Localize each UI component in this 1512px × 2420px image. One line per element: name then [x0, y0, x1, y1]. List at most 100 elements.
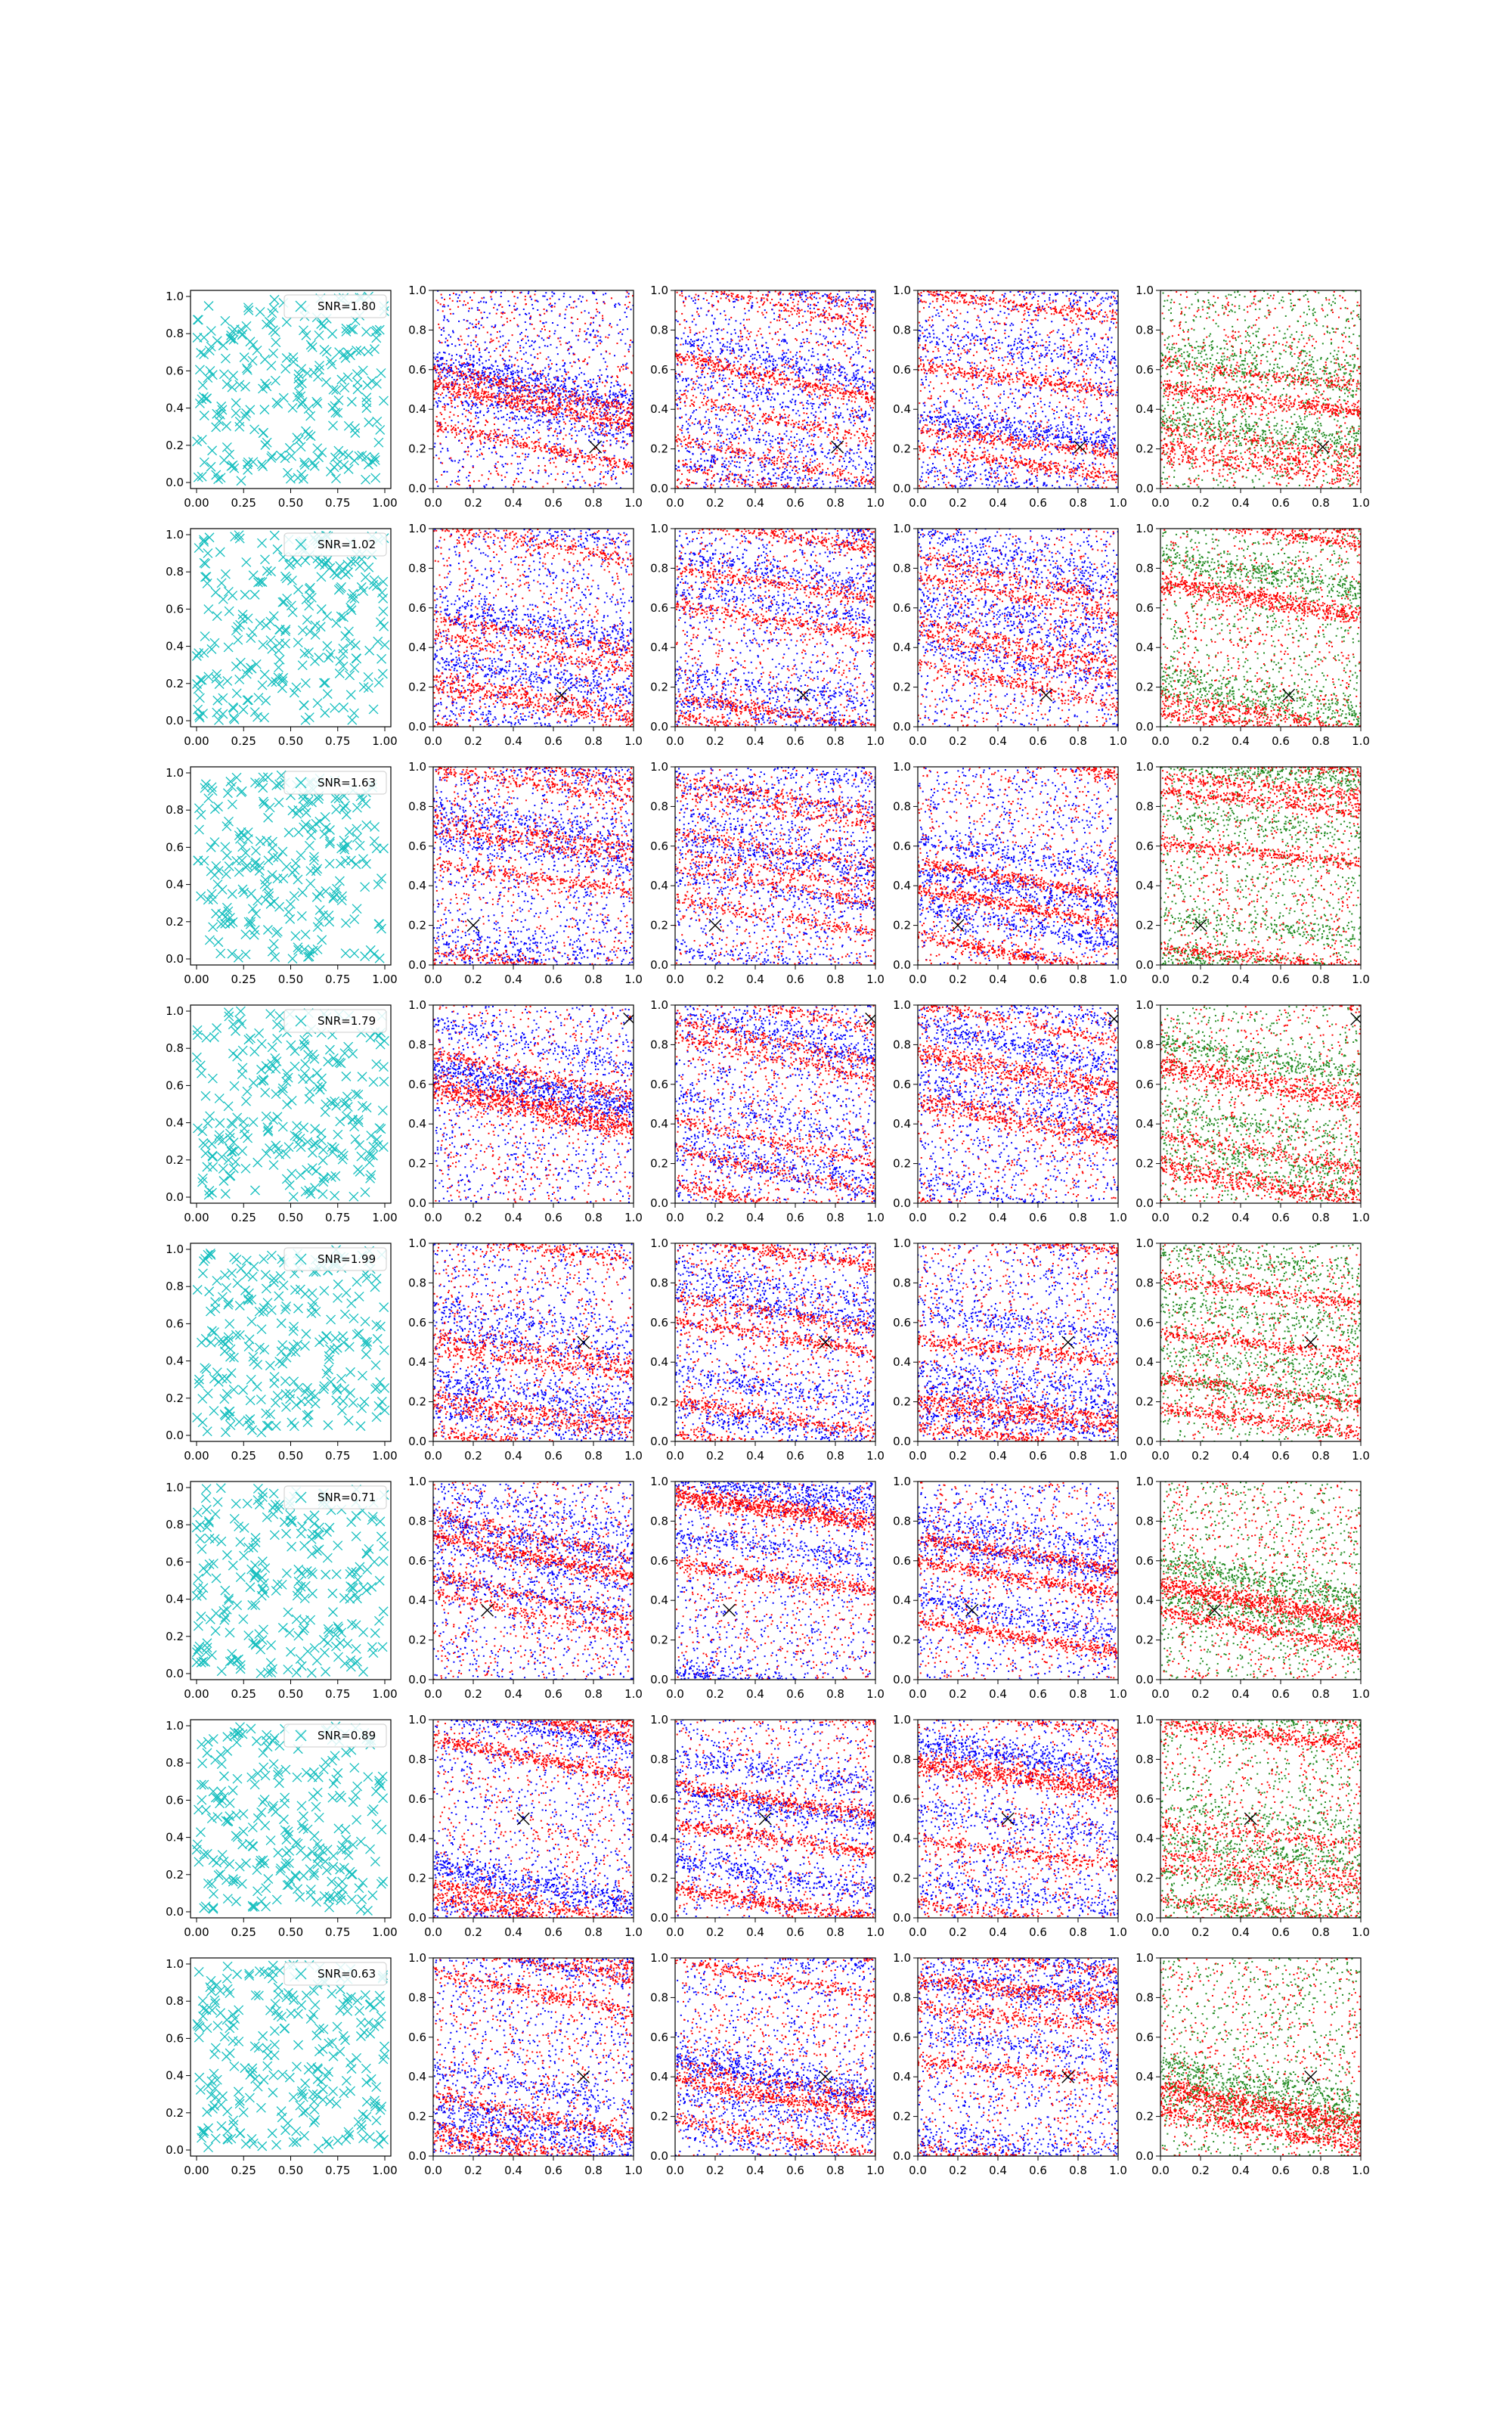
data-point [525, 361, 526, 362]
data-point [441, 342, 442, 343]
data-point [789, 383, 791, 385]
data-point [590, 432, 592, 433]
data-point [690, 467, 692, 468]
data-point [476, 396, 477, 398]
data-point [476, 383, 477, 385]
data-point [449, 294, 451, 296]
data-point [538, 458, 539, 459]
data-point [723, 442, 724, 444]
data-point [587, 380, 589, 382]
data-point [550, 458, 551, 460]
data-point [483, 458, 485, 460]
data-point [557, 438, 559, 439]
data-point [448, 431, 449, 433]
data-point [450, 458, 451, 459]
data-point [524, 379, 525, 380]
data-point [590, 416, 591, 417]
data-point [477, 436, 479, 437]
data-point [500, 391, 502, 392]
data-point [461, 339, 463, 340]
data-point [602, 405, 603, 406]
data-point [553, 418, 555, 420]
data-point [512, 455, 513, 456]
data-point [606, 410, 607, 411]
data-point [435, 420, 436, 422]
data-point [587, 390, 588, 392]
data-point [478, 392, 479, 393]
data-point [481, 356, 482, 358]
data-point [440, 383, 442, 385]
data-point [511, 365, 513, 366]
data-point [551, 392, 553, 394]
data-point [686, 467, 688, 468]
data-point [600, 343, 601, 344]
data-point [609, 334, 610, 336]
data-point [564, 369, 565, 371]
data-point [777, 331, 779, 333]
data-point [798, 451, 800, 453]
data-point [869, 437, 871, 439]
data-point [526, 403, 528, 405]
data-point [762, 416, 764, 417]
data-point [762, 294, 764, 296]
data-point [531, 304, 533, 306]
data-point [592, 405, 593, 407]
data-point [602, 382, 603, 383]
data-point [588, 455, 590, 457]
data-point [456, 392, 457, 394]
data-point [440, 401, 442, 402]
data-point [619, 412, 621, 414]
data-point [835, 392, 836, 393]
data-point [741, 356, 742, 358]
data-point [445, 377, 447, 379]
data-point [503, 373, 505, 374]
data-point [627, 425, 628, 427]
data-point [764, 372, 766, 374]
data-point [863, 427, 865, 428]
data-point [436, 369, 438, 371]
data-point [512, 418, 513, 420]
data-point [746, 345, 748, 346]
data-point [472, 371, 474, 373]
data-point [503, 344, 504, 346]
data-point [463, 362, 465, 364]
data-point [435, 300, 437, 302]
data-point [440, 412, 442, 414]
data-point [497, 392, 498, 394]
data-point [572, 352, 574, 354]
data-point [580, 402, 581, 403]
data-point [832, 472, 833, 473]
data-point [818, 293, 820, 294]
data-point [508, 365, 510, 366]
data-point [579, 330, 581, 332]
data-point [540, 389, 541, 390]
data-point [754, 418, 755, 420]
data-point [534, 422, 535, 424]
data-point [454, 482, 456, 483]
data-point [740, 333, 742, 334]
data-point [595, 423, 596, 424]
data-point [730, 433, 732, 435]
data-point [493, 307, 494, 309]
x-tick-label: 0.6 [544, 496, 562, 510]
data-point [451, 420, 452, 421]
data-point [801, 369, 803, 371]
data-point [518, 419, 519, 420]
data-point [491, 365, 492, 366]
data-point [451, 370, 453, 371]
data-point [501, 456, 503, 458]
data-point [603, 476, 605, 477]
data-point [544, 384, 546, 386]
data-point [488, 381, 489, 383]
data-point [740, 364, 742, 365]
data-point [856, 476, 857, 478]
data-point [816, 470, 818, 471]
data-point [509, 359, 510, 361]
data-point [451, 367, 452, 368]
data-point [627, 349, 629, 350]
data-point [768, 463, 770, 464]
data-point [549, 460, 550, 461]
data-point [457, 379, 458, 380]
data-point [491, 388, 492, 389]
data-point [619, 385, 621, 386]
